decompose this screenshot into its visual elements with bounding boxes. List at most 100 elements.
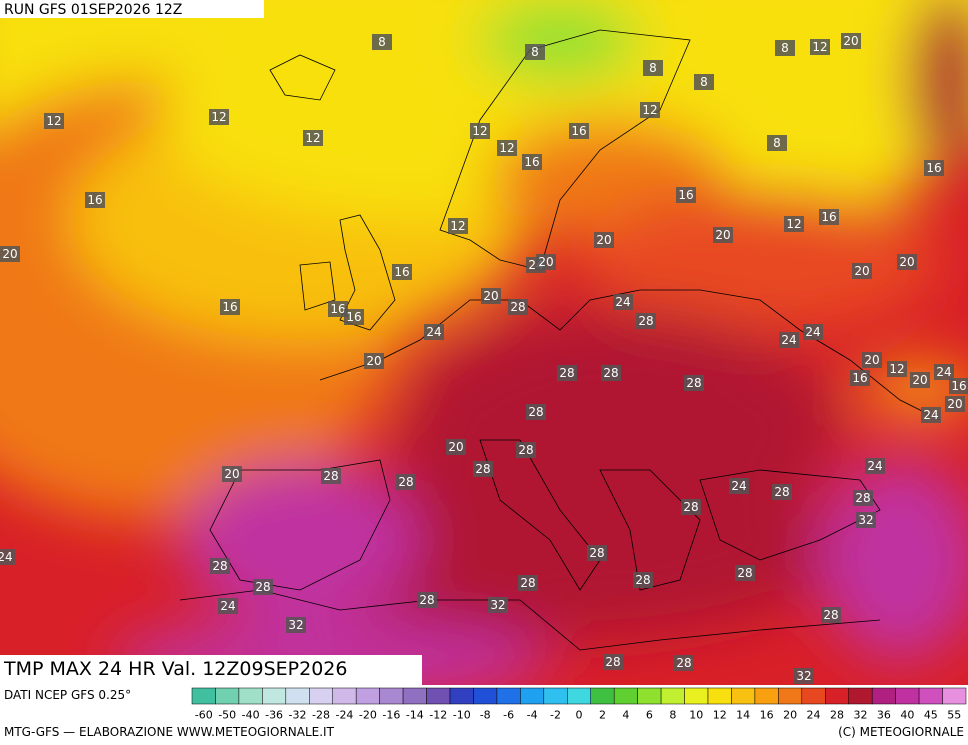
legend-swatch [285, 687, 310, 705]
temp-label-box [44, 113, 64, 129]
temp-label-box [209, 109, 229, 125]
temp-label-box [841, 33, 861, 49]
temp-label: 20 [446, 439, 466, 455]
legend-tick: -60 [195, 709, 213, 722]
run-label: RUN GFS 01SEP2026 12Z [4, 2, 182, 18]
temp-label: 8 [372, 34, 392, 50]
temp-label: 20 [364, 353, 384, 369]
temp-label: 16 [344, 309, 364, 325]
legend-swatch [426, 687, 451, 705]
legend-tick: 32 [853, 709, 867, 722]
temp-label-box [856, 512, 876, 528]
legend-swatch [520, 687, 545, 705]
legend-swatch [825, 687, 849, 705]
source-label: DATI NCEP GFS 0.25° [4, 688, 131, 702]
temp-label-box [924, 160, 944, 176]
legend-swatch [801, 687, 826, 705]
temp-label-text: 28 [737, 566, 752, 580]
temp-label-box [640, 102, 660, 118]
temp-label-text: 24 [220, 599, 235, 613]
temp-label: 24 [613, 294, 633, 310]
legend-swatch [496, 687, 521, 705]
legend-tick: 20 [783, 709, 797, 722]
temp-label-box [735, 565, 755, 581]
temp-label: 28 [674, 655, 694, 671]
legend-tick: 45 [924, 709, 938, 722]
temp-label: 16 [676, 187, 696, 203]
temp-label: 20 [945, 396, 965, 412]
temp-label: 20 [852, 263, 872, 279]
temp-label-text: 12 [305, 131, 320, 145]
legend-swatch [215, 687, 240, 705]
legend-tick: -40 [242, 709, 260, 722]
temp-label: 28 [321, 468, 341, 484]
temp-label: 28 [636, 313, 656, 329]
temp-label: 24 [424, 324, 444, 340]
temp-label-box [601, 365, 621, 381]
temp-label: 20 [0, 246, 20, 262]
temp-label-text: 16 [571, 124, 586, 138]
legend-swatch [355, 687, 380, 705]
temperature-field [0, 0, 968, 700]
temp-label-box [784, 216, 804, 232]
temp-label-box [497, 140, 517, 156]
temp-label-box [344, 309, 364, 325]
temp-label-text: 28 [855, 491, 870, 505]
temp-label-text: 28 [212, 559, 227, 573]
temp-label-box [536, 254, 556, 270]
temp-label: 28 [601, 365, 621, 381]
temp-label-box [446, 439, 466, 455]
legend-swatch [402, 687, 427, 705]
legend-swatch [754, 687, 779, 705]
temp-label-box [853, 490, 873, 506]
legend-tick: 16 [760, 709, 774, 722]
temp-label-box [488, 597, 508, 613]
temp-label: 32 [488, 597, 508, 613]
temp-label-box [448, 218, 468, 234]
legend-tick: 6 [646, 709, 653, 722]
temp-label-box [220, 299, 240, 315]
temp-label-text: 24 [426, 325, 441, 339]
temp-label: 24 [0, 549, 15, 565]
temp-label-text: 28 [635, 573, 650, 587]
copyright-label: (C) METEOGIORNALE [838, 725, 964, 739]
temp-label: 28 [516, 442, 536, 458]
temp-label-box [396, 474, 416, 490]
temp-label-box [862, 352, 882, 368]
legend-swatch [731, 687, 756, 705]
legend-swatch [567, 687, 591, 705]
temp-label-text: 8 [700, 75, 708, 89]
legend-swatch [590, 687, 615, 705]
temp-label-box [522, 154, 542, 170]
temp-label-box [767, 135, 787, 151]
temp-label-text: 20 [864, 353, 879, 367]
temp-label-box [603, 654, 623, 670]
temp-label-box [852, 263, 872, 279]
temp-label-text: 28 [528, 405, 543, 419]
temp-label: 12 [448, 218, 468, 234]
temp-label-box [897, 254, 917, 270]
temp-label: 20 [841, 33, 861, 49]
legend-tick: 36 [877, 709, 891, 722]
temp-label-text: 12 [46, 114, 61, 128]
temp-label-text: 24 [731, 479, 746, 493]
temp-label: 16 [924, 160, 944, 176]
temp-label-text: 20 [947, 397, 962, 411]
temp-label: 8 [694, 74, 714, 90]
legend-swatch [637, 687, 662, 705]
temp-label-box [286, 617, 306, 633]
temp-label: 16 [392, 264, 412, 280]
temp-label-box [850, 370, 870, 386]
temp-label-text: 20 [843, 34, 858, 48]
temp-label: 28 [396, 474, 416, 490]
temp-label-box [713, 227, 733, 243]
legend-swatch [332, 687, 357, 705]
legend-swatch [309, 687, 333, 705]
temp-label-box [934, 364, 954, 380]
temp-label-text: 24 [781, 333, 796, 347]
temp-label: 28 [526, 404, 546, 420]
temp-label-box [674, 655, 694, 671]
temp-label-text: 28 [559, 366, 574, 380]
temp-label: 8 [525, 44, 545, 60]
